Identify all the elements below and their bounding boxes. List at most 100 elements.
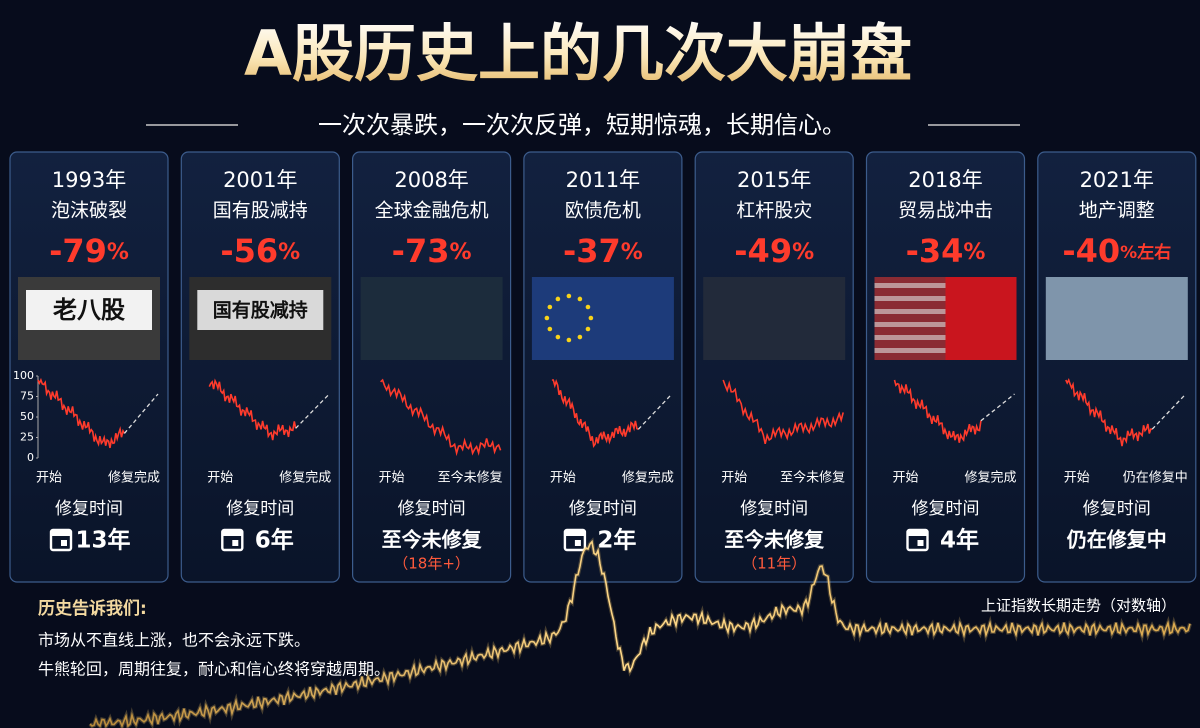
card-image <box>1045 277 1188 360</box>
price-line <box>208 378 297 441</box>
card-event: 泡沫破裂 <box>51 200 127 222</box>
price-line <box>893 379 982 443</box>
image-star <box>588 315 594 321</box>
start-label: 开始 <box>36 471 62 486</box>
end-label: 修复完成 <box>622 471 674 486</box>
card-drop: -79% <box>49 232 129 270</box>
card-year: 2015年 <box>737 168 811 192</box>
index-line <box>89 539 1191 728</box>
footer: 历史告诉我们: 市场从不直线上涨，也不会永远下跌。 牛熊轮回，周期往复，耐心和信… <box>38 537 1192 728</box>
footer-line: 牛熊轮回，周期往复，耐心和信心终将穿越周期。 <box>38 660 390 679</box>
card-year: 2018年 <box>908 168 982 192</box>
repair-value: 6年 <box>255 527 294 554</box>
image-star <box>566 293 572 299</box>
card-year: 2008年 <box>394 168 468 192</box>
drop-number: -49 <box>734 232 792 270</box>
card-event: 欧债危机 <box>565 200 641 222</box>
image-stripe <box>874 348 946 353</box>
card-event: 国有股减持 <box>213 200 308 222</box>
image-flag <box>874 277 946 360</box>
price-line <box>551 379 639 448</box>
calendar-icon <box>917 540 924 546</box>
card-drop: -37% <box>563 232 643 270</box>
image-banner <box>197 290 324 330</box>
card-event: 贸易战冲击 <box>898 200 993 222</box>
drop-unit: % <box>449 240 471 265</box>
end-label: 至今未修复 <box>438 470 503 486</box>
calendar-icon <box>51 530 71 536</box>
y-tick-label: 50 <box>20 410 34 423</box>
drop-unit: % <box>963 240 985 265</box>
repair-label: 修复时间 <box>226 499 294 519</box>
start-label: 开始 <box>721 471 747 486</box>
repair-value: 至今未修复 <box>724 528 825 552</box>
card-drop: -49% <box>734 232 814 270</box>
card-bg <box>352 151 512 583</box>
calendar-icon <box>907 530 928 536</box>
image-banner <box>26 290 152 330</box>
drop-number: -34 <box>906 232 964 270</box>
card-drop: -40%左右 <box>1062 232 1171 270</box>
drop-number: -37 <box>563 232 621 270</box>
drop-unit: % <box>107 240 129 265</box>
card-event: 杠杆股灾 <box>736 200 812 222</box>
card-bg <box>694 151 854 583</box>
image-star <box>555 334 561 340</box>
image-stripe <box>874 335 946 340</box>
drop-unit: % <box>278 240 300 265</box>
start-label: 开始 <box>893 471 919 486</box>
card-event: 地产调整 <box>1079 200 1155 222</box>
image-star <box>577 296 583 302</box>
y-tick-label: 0 <box>27 451 34 464</box>
drop-unit: %左右 <box>1120 242 1171 263</box>
price-line <box>380 378 502 457</box>
card-image <box>703 277 846 360</box>
card-image <box>531 277 674 360</box>
card-bg <box>865 151 1026 583</box>
subtitle: 一次次暴跌，一次次反弹，短期惊魂，长期信心。 <box>318 111 846 139</box>
price-line <box>37 377 126 449</box>
drop-unit: % <box>792 240 814 265</box>
repair-value: 2年 <box>597 527 636 554</box>
image-text: 老八股 <box>53 296 125 324</box>
repair-value: 13年 <box>75 527 130 554</box>
repair-label: 修复时间 <box>740 499 808 519</box>
drop-unit: % <box>621 240 643 265</box>
card-drop: -56% <box>220 232 300 270</box>
calendar-icon <box>574 540 581 546</box>
repair-label: 修复时间 <box>1083 499 1151 519</box>
calendar-icon <box>61 540 67 546</box>
calendar-icon <box>232 540 239 546</box>
end-label: 修复完成 <box>964 471 1016 486</box>
y-tick-label: 75 <box>20 390 34 403</box>
card-drop: -73% <box>392 232 472 270</box>
recovery-dash <box>980 393 1015 422</box>
card-year: 2001年 <box>223 168 297 192</box>
end-label: 修复完成 <box>108 471 160 486</box>
repair-value: 4年 <box>940 527 979 554</box>
y-tick-label: 25 <box>20 431 34 444</box>
repair-value: 仍在修复中 <box>1066 528 1167 552</box>
title: A股历史上的几次大崩盘 <box>244 17 912 90</box>
price-line <box>722 379 844 444</box>
price-line <box>1065 377 1153 447</box>
repair-value: 至今未修复 <box>382 528 483 552</box>
recovery-dash <box>1151 393 1187 430</box>
card-year: 1993年 <box>52 168 126 192</box>
drop-number: -79 <box>49 232 107 270</box>
end-label: 至今未修复 <box>780 470 845 486</box>
card-year: 2011年 <box>566 168 640 192</box>
card-bg <box>523 151 683 583</box>
card-bg <box>180 151 340 583</box>
image-stripe <box>874 309 946 314</box>
card-event: 全球金融危机 <box>375 200 489 222</box>
